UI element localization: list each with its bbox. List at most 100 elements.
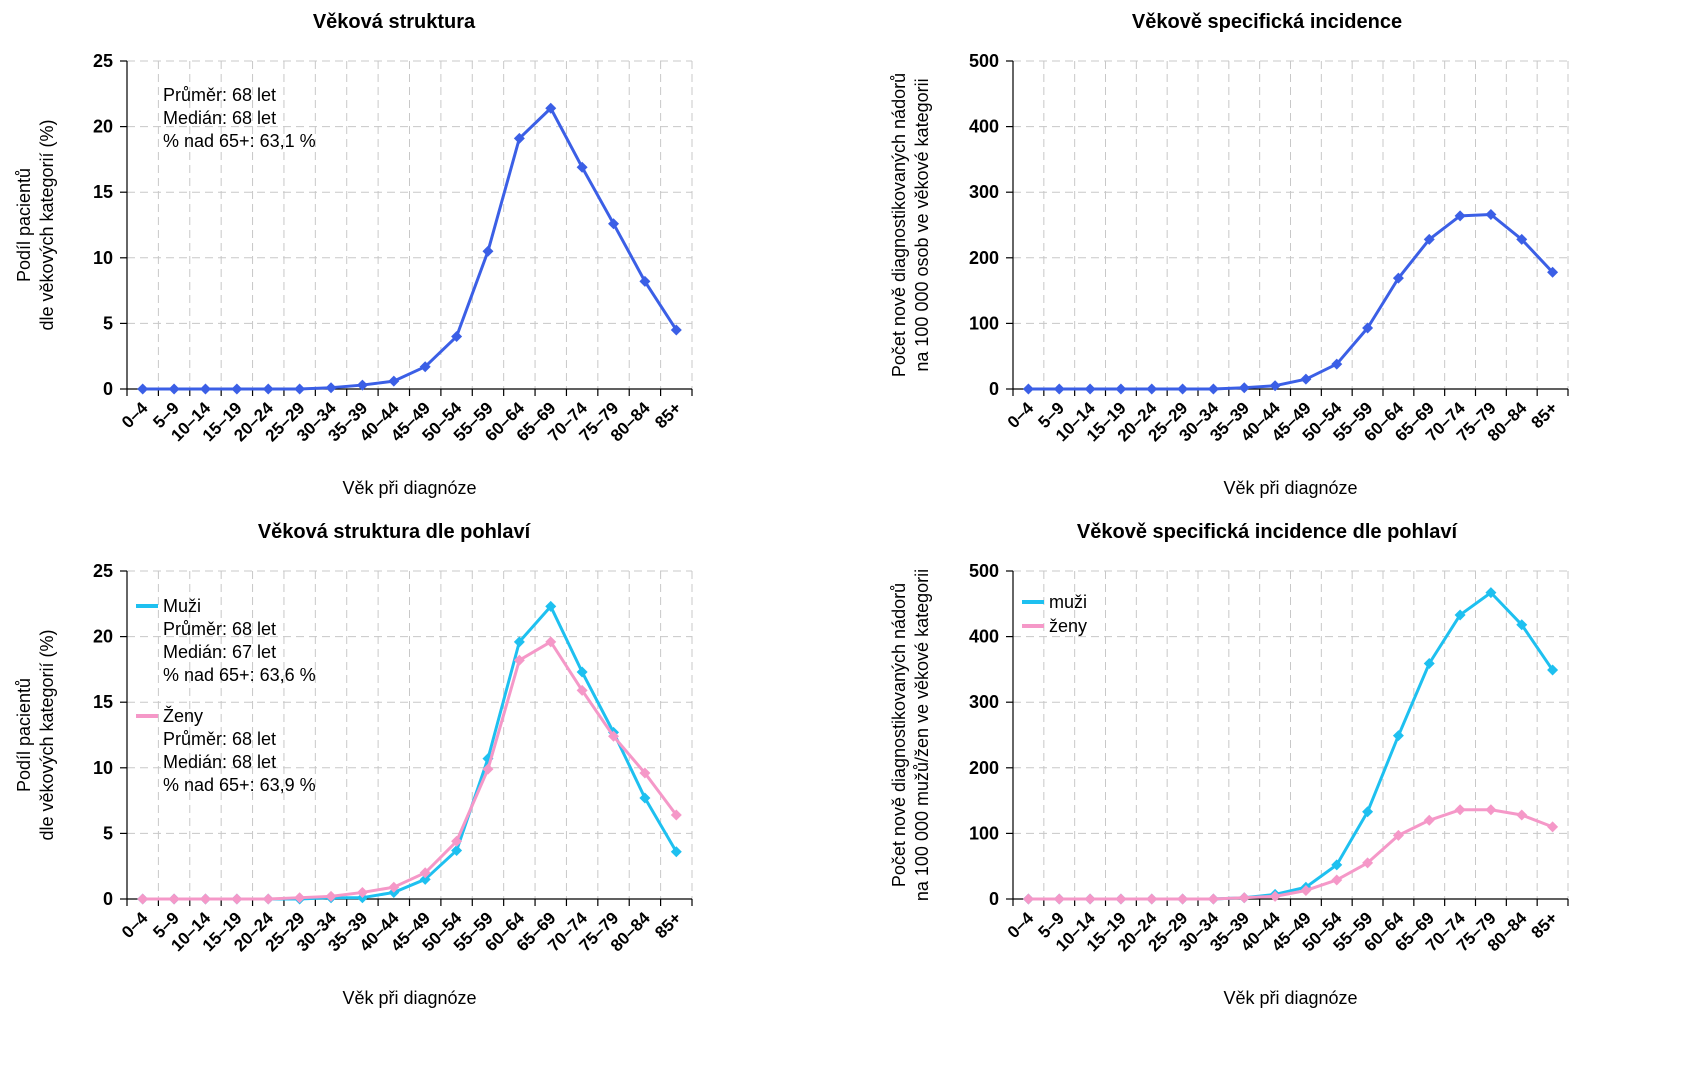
- data-point: [168, 383, 180, 395]
- y-tick-label: 300: [969, 692, 999, 712]
- data-point: [1207, 383, 1219, 395]
- data-point: [1146, 893, 1158, 905]
- data-point: [670, 846, 682, 858]
- data-point: [231, 383, 243, 395]
- x-axis-label: Věk při diagnóze: [1223, 988, 1357, 1008]
- y-axis-label: na 100 000 osob ve věkové kategorii: [912, 78, 932, 371]
- data-point: [1547, 266, 1559, 278]
- y-tick-label: 0: [989, 889, 999, 909]
- y-tick-label: 20: [93, 627, 113, 647]
- x-tick-label: 85+: [1528, 398, 1562, 432]
- x-tick-label: 0–4: [1004, 398, 1038, 432]
- data-point: [451, 835, 463, 847]
- y-axis-label: Počet nově diagnostikovaných nádorů: [889, 73, 909, 377]
- x-tick-label: 85+: [651, 908, 685, 942]
- y-axis-label: na 100 000 mužů/žen ve věkové kategorii: [912, 569, 932, 901]
- data-point: [1547, 821, 1559, 833]
- data-point: [1084, 893, 1096, 905]
- legend-label: ženy: [1049, 616, 1087, 636]
- y-tick-label: 0: [103, 379, 113, 399]
- data-point: [419, 873, 431, 885]
- y-tick-label: 20: [93, 117, 113, 137]
- data-point: [482, 763, 494, 775]
- chart-4: Věkově specifická incidence dle pohlaví 0…: [889, 521, 1569, 1008]
- x-tick-label: 85+: [651, 398, 685, 432]
- data-point: [1115, 893, 1127, 905]
- data-point: [1177, 383, 1189, 395]
- y-tick-label: 100: [969, 823, 999, 843]
- legend-stat: % nad 65+: 63,9 %: [163, 775, 316, 795]
- legend-label: Muži: [163, 596, 201, 616]
- data-point: [325, 382, 337, 394]
- data-point: [388, 375, 400, 387]
- data-point: [639, 792, 651, 804]
- data-point: [1454, 210, 1466, 222]
- legend-stat: Průměr: 68 let: [163, 619, 276, 639]
- data-point: [608, 730, 620, 742]
- data-point: [1177, 893, 1189, 905]
- data-point: [1022, 893, 1034, 905]
- data-point: [199, 893, 211, 905]
- data-point: [608, 218, 620, 230]
- data-point: [451, 331, 463, 343]
- data-point: [576, 666, 588, 678]
- x-axis-label: Věk při diagnóze: [1223, 478, 1357, 498]
- y-tick-label: 10: [93, 248, 113, 268]
- data-point: [576, 161, 588, 173]
- data-point: [1207, 893, 1219, 905]
- data-point: [1362, 857, 1374, 869]
- data-point: [545, 102, 557, 114]
- data-point: [1485, 587, 1497, 599]
- y-tick-label: 500: [969, 561, 999, 581]
- data-point: [356, 379, 368, 391]
- data-point: [419, 867, 431, 879]
- data-point: [137, 893, 149, 905]
- data-point: [1300, 884, 1312, 896]
- x-axis-label: Věk při diagnóze: [342, 478, 476, 498]
- data-point: [388, 881, 400, 893]
- data-point: [1547, 664, 1559, 676]
- y-axis-label: Počet nově diagnostikovaných nádorů: [889, 583, 909, 887]
- y-tick-label: 25: [93, 51, 113, 71]
- data-point: [1362, 322, 1374, 334]
- data-point: [1392, 829, 1404, 841]
- y-tick-label: 400: [969, 117, 999, 137]
- y-axis-label: Podíl pacientů: [14, 168, 34, 282]
- legend-stat: Medián: 68 let: [163, 752, 276, 772]
- chart-title: Věková struktura dle pohlaví: [258, 521, 532, 543]
- data-point: [482, 245, 494, 257]
- data-point: [419, 361, 431, 373]
- data-point: [513, 636, 525, 648]
- y-tick-label: 500: [969, 51, 999, 71]
- data-point: [1269, 380, 1281, 392]
- data-point: [1423, 657, 1435, 669]
- legend-label: muži: [1049, 592, 1087, 612]
- data-point: [1053, 383, 1065, 395]
- data-point: [1269, 890, 1281, 902]
- legend-stat: Průměr: 68 let: [163, 729, 276, 749]
- y-tick-label: 200: [969, 248, 999, 268]
- data-point: [1485, 804, 1497, 816]
- data-point: [1331, 859, 1343, 871]
- data-point: [294, 383, 306, 395]
- data-point: [1238, 892, 1250, 904]
- data-point: [545, 636, 557, 648]
- y-tick-label: 200: [969, 758, 999, 778]
- data-point: [1362, 806, 1374, 818]
- y-tick-label: 5: [103, 823, 113, 843]
- x-tick-label: 85+: [1528, 908, 1562, 942]
- x-tick-label: 0–4: [118, 908, 152, 942]
- data-point: [1516, 809, 1528, 821]
- data-point: [1516, 619, 1528, 631]
- data-point: [1053, 893, 1065, 905]
- data-point: [1423, 814, 1435, 826]
- data-point: [137, 383, 149, 395]
- data-point: [325, 890, 337, 902]
- data-point: [1084, 383, 1096, 395]
- chart-3: Věková struktura dle pohlaví 0 5 10 15 20 25 0–…: [14, 521, 693, 1008]
- data-point: [639, 275, 651, 287]
- data-point: [294, 892, 306, 904]
- y-tick-label: 0: [989, 379, 999, 399]
- data-point: [1022, 383, 1034, 395]
